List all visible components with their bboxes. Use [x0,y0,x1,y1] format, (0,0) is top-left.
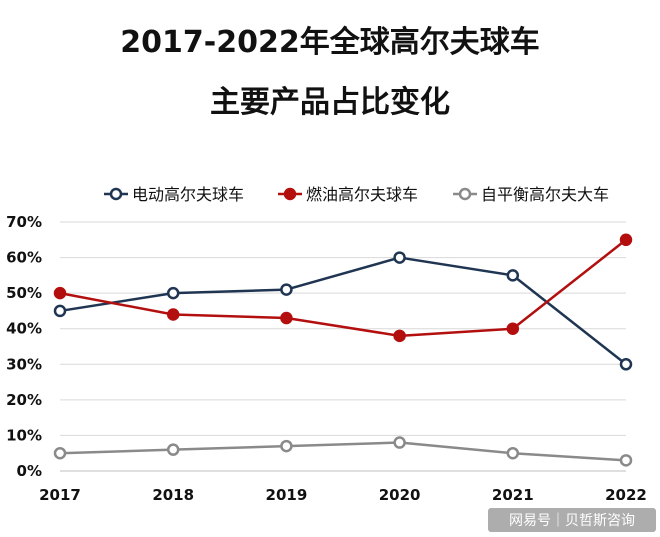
data-point [53,304,67,318]
data-point [619,454,633,467]
y-tick-label: 40% [6,320,42,338]
x-axis-ticks: 2017 2018 2019 2020 2021 2022 [39,486,647,504]
data-point [393,329,406,343]
data-point [619,358,633,371]
legend-swatch-marker [109,187,123,201]
series-line [59,238,627,338]
series-1 [53,251,633,371]
chart-legend: 电动高尔夫球车 燃油高尔夫球车 自平衡高尔夫大车 [104,185,609,204]
data-point [506,322,520,335]
legend-item: 自平衡高尔夫大车 [453,185,609,204]
legend-label: 燃油高尔夫球车 [306,185,418,204]
legend-item: 燃油高尔夫球车 [278,185,418,204]
series-3 [53,436,633,467]
x-tick-label: 2019 [266,486,308,504]
legend-label: 自平衡高尔夫大车 [481,185,609,204]
series-2 [53,233,633,343]
watermark-text: 网易号｜贝哲斯咨询 [509,513,635,529]
series-lines [53,233,633,467]
chart-title: 2017-2022年全球高尔夫球车 [120,25,539,60]
data-point [166,308,180,321]
watermark-backdrop [488,508,656,532]
data-point [619,233,633,247]
series-line [59,441,627,462]
series-line [59,256,627,366]
x-tick-label: 2018 [152,486,194,504]
x-tick-label: 2021 [492,486,534,504]
x-tick-label: 2020 [379,486,421,504]
data-point [506,269,520,282]
data-point [393,436,406,449]
y-tick-label: 30% [6,355,42,373]
y-tick-label: 10% [6,426,42,444]
legend-swatch-marker [283,187,297,201]
chart-subtitle: 主要产品占比变化 [210,85,450,120]
y-tick-label: 70% [6,213,42,231]
legend-label: 电动高尔夫球车 [132,185,244,204]
data-point [280,283,293,296]
gridlines [60,221,626,472]
data-point [280,439,293,453]
y-tick-label: 0% [17,462,42,480]
data-point [393,251,406,264]
data-point [280,311,293,325]
y-axis-ticks: 0% 10% 20% 30% 40% 50% 60% 70% [6,213,42,480]
x-tick-label: 2022 [605,486,647,504]
watermark: 网易号｜贝哲斯咨询 [488,508,656,532]
x-tick-label: 2017 [39,486,81,504]
legend-swatch-marker [458,187,472,201]
data-point [506,446,520,460]
legend-item: 电动高尔夫球车 [104,185,244,204]
data-point [166,443,180,456]
y-tick-label: 50% [6,284,42,302]
data-point [166,286,180,300]
data-point [53,286,67,300]
data-point [53,446,67,460]
y-tick-label: 20% [6,391,42,409]
y-tick-label: 60% [6,249,42,267]
